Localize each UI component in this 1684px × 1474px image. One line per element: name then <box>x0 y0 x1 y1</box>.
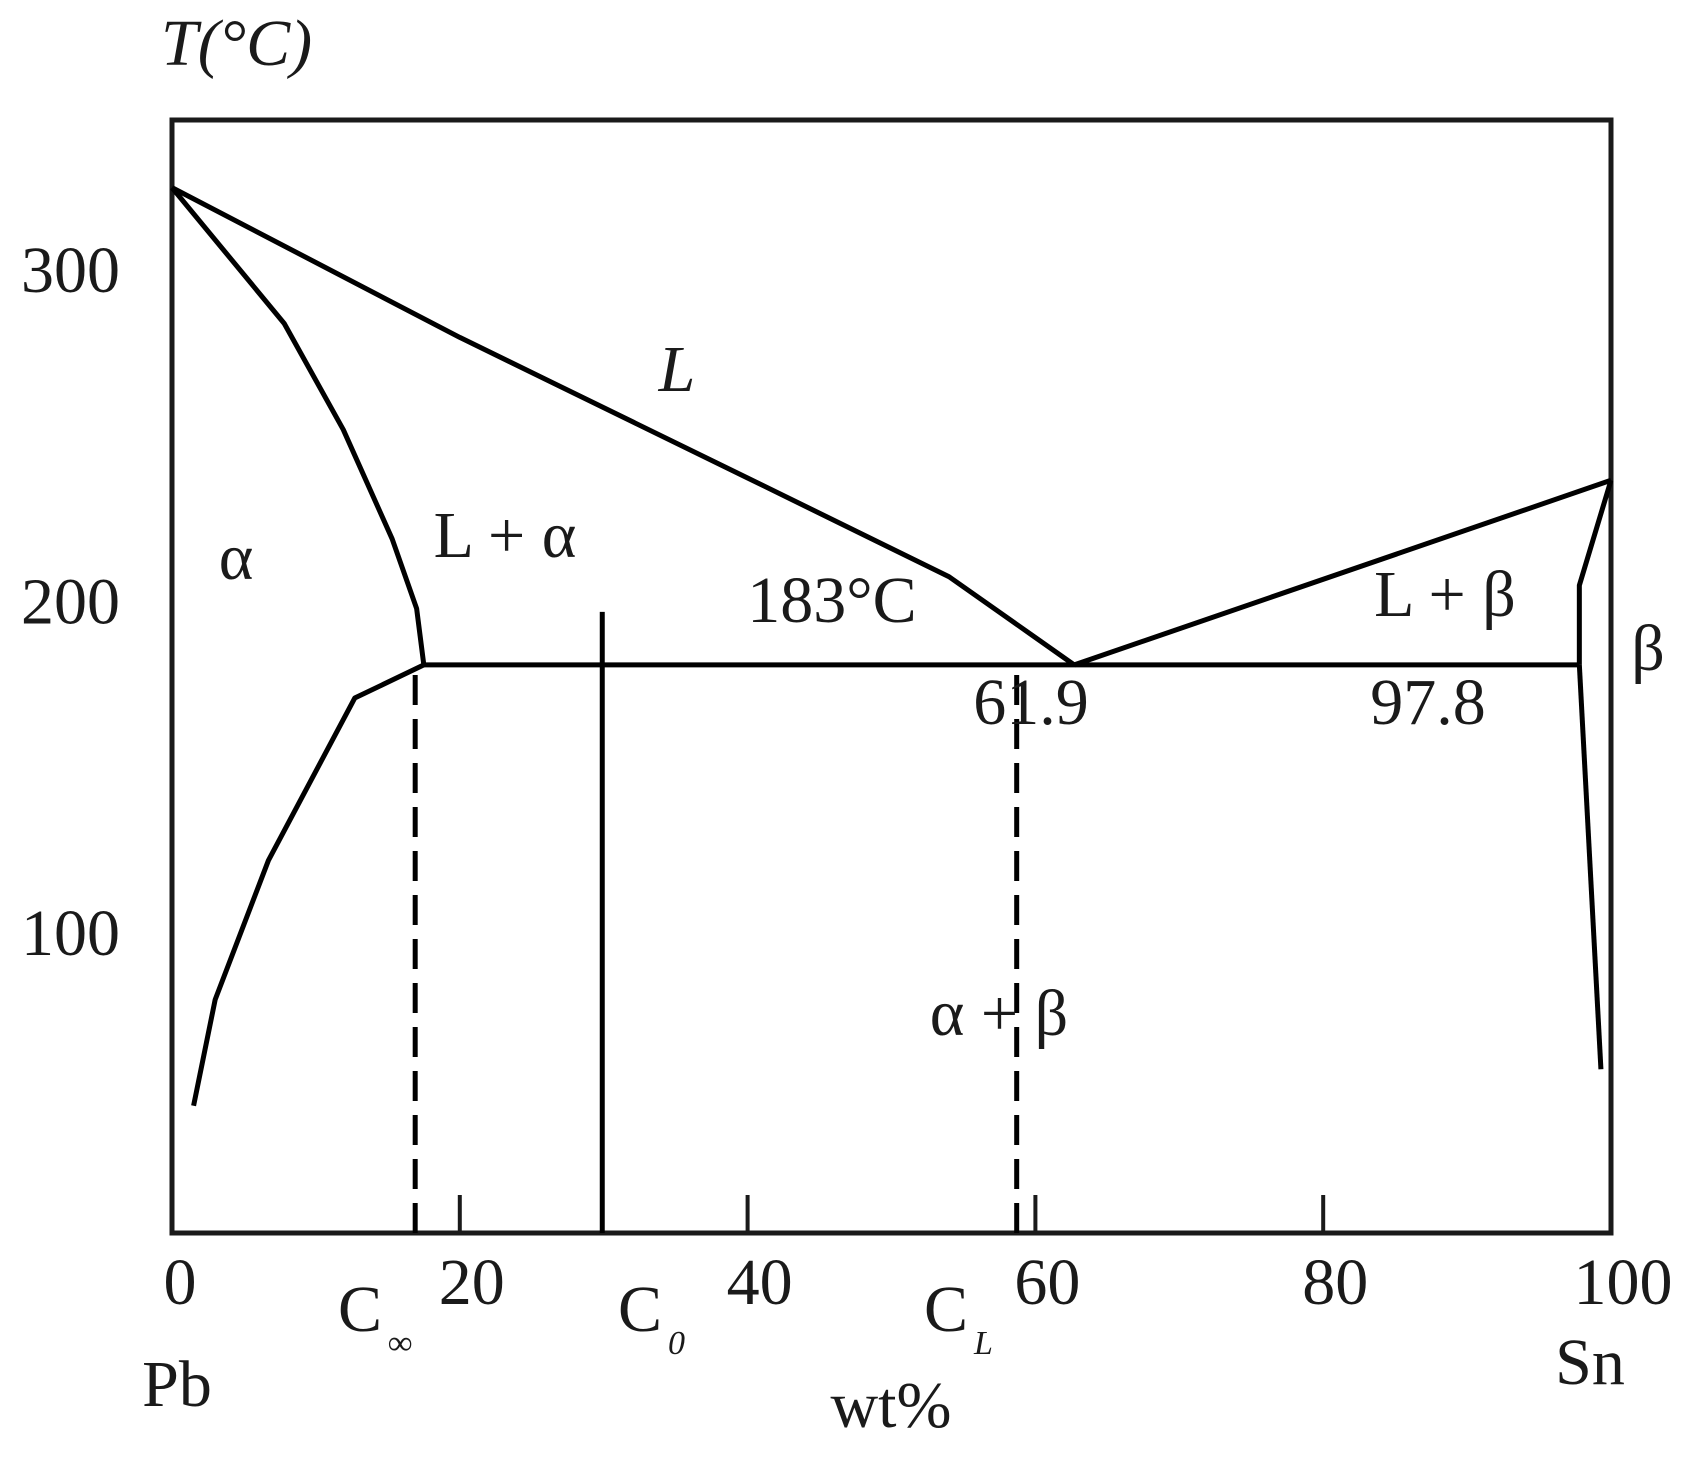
x-tick-label: 100 <box>1574 1246 1673 1319</box>
sn-label: Sn <box>1555 1326 1625 1399</box>
composition-marker: C <box>924 1273 968 1346</box>
region-label: L <box>658 333 696 406</box>
y-tick-label: 200 <box>21 566 120 639</box>
composition-subscript: L <box>973 1325 993 1362</box>
pb-label: Pb <box>142 1348 212 1421</box>
phase-boundary <box>1576 664 1604 1070</box>
region-label: 97.8 <box>1370 666 1486 739</box>
composition-subscript: 0 <box>668 1325 685 1362</box>
region-label: L + β <box>1374 558 1516 631</box>
x-tick-label: 60 <box>1014 1246 1080 1319</box>
phase-boundary <box>1073 477 1612 668</box>
composition-marker: C <box>338 1273 382 1346</box>
plot-frame <box>169 117 1614 1236</box>
region-label: 61.9 <box>973 666 1089 739</box>
y-axis-label: T(°C) <box>161 7 312 80</box>
region-label: 183°C <box>747 564 916 637</box>
x-tick-label: 0 <box>164 1246 197 1319</box>
region-label: β <box>1631 612 1665 685</box>
composition-subscript: ∞ <box>388 1325 412 1362</box>
y-tick-label: 300 <box>21 234 120 307</box>
y-tick-label: 100 <box>21 897 120 970</box>
x-tick-label: 20 <box>439 1246 505 1319</box>
phase-boundary <box>170 186 427 666</box>
x-tick-label: 80 <box>1302 1246 1368 1319</box>
composition-marker: C <box>618 1273 662 1346</box>
region-label: α <box>219 521 254 594</box>
region-label: α + β <box>930 977 1068 1050</box>
phase-boundary <box>191 662 425 1107</box>
x-axis-label: wt% <box>831 1369 952 1442</box>
x-tick-label: 40 <box>727 1246 793 1319</box>
region-label: L + α <box>434 499 577 572</box>
phase-boundary <box>170 185 1076 667</box>
phase-boundary <box>1576 479 1614 665</box>
